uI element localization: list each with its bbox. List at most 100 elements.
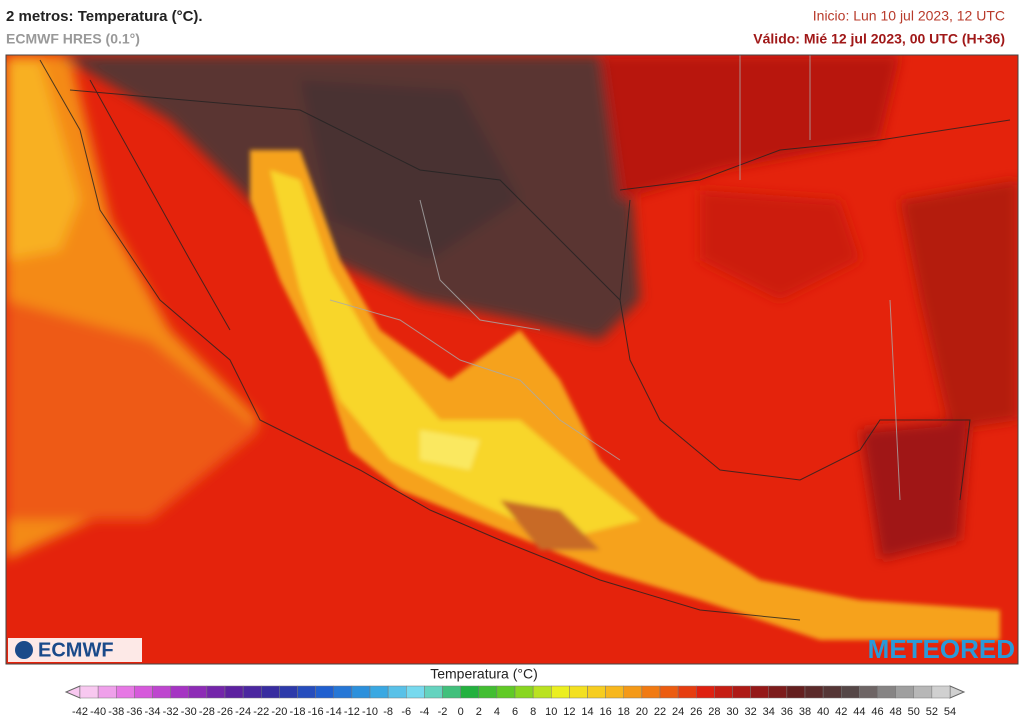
- colorbar-swatch: [315, 685, 334, 699]
- colorbar-swatch: [424, 685, 443, 699]
- colorbar-tick-label: 38: [799, 706, 811, 718]
- colorbar-tick-label: 42: [835, 706, 847, 718]
- colorbar-tick-label: 20: [636, 706, 648, 718]
- map: ECMWF METEORED: [6, 55, 1018, 664]
- colorbar-swatch: [242, 685, 262, 699]
- colorbar-tick-label: 24: [672, 706, 684, 718]
- colorbar-swatch: [659, 685, 679, 699]
- colorbar-tick-label: 6: [512, 706, 518, 718]
- colorbar-tick-label: -26: [217, 706, 233, 718]
- colorbar: -42 -40 -38 -36 -34 -32 -30 -28 -26 -24 -22 -20 -18-…: [64, 685, 966, 718]
- colorbar-swatch: [514, 685, 534, 699]
- colorbar-swatch: [333, 685, 353, 699]
- ecmwf-logo: ECMWF: [38, 639, 114, 661]
- colorbar-low-arrow: [64, 685, 81, 699]
- colorbar-tick-label: -38: [108, 706, 124, 718]
- colorbar-swatch: [841, 685, 860, 699]
- colorbar-tick-label: 4: [494, 706, 500, 718]
- colorbar-swatch: [822, 685, 842, 699]
- colorbar-tick-label: -28: [199, 706, 215, 718]
- colorbar-tick-label: -24: [235, 706, 251, 718]
- colorbar-tick-label: -18: [290, 706, 306, 718]
- meteored-logo: METEORED: [868, 634, 1015, 664]
- colorbar-swatch: [460, 685, 479, 699]
- colorbar-swatch: [913, 685, 933, 699]
- colorbar-tick-label: 12: [563, 706, 575, 718]
- valid-time: Válido: Mié 12 jul 2023, 00 UTC (H+36): [753, 31, 1005, 47]
- colorbar-swatch: [605, 685, 624, 699]
- colorbar-tick-label: -14: [326, 706, 342, 718]
- colorbar-tick-label: 0: [458, 706, 464, 718]
- subtitle: ECMWF HRES (0.1°): [6, 31, 140, 47]
- colorbar-swatch: [369, 685, 389, 699]
- colorbar-swatch: [786, 685, 806, 699]
- colorbar-tick-label: -2: [438, 706, 448, 718]
- colorbar-swatch: [641, 685, 661, 699]
- title: 2 metros: Temperatura (°C).: [6, 8, 203, 25]
- colorbar-tick-label: 48: [890, 706, 902, 718]
- legend-title: Temperatura (°C): [430, 666, 538, 682]
- colorbar-swatch: [279, 685, 298, 699]
- colorbar-tick-label: 16: [600, 706, 612, 718]
- colorbar-swatch: [170, 685, 189, 699]
- colorbar-swatch: [804, 685, 824, 699]
- colorbar-tick-label: -36: [126, 706, 142, 718]
- colorbar-tick-label: 50: [908, 706, 920, 718]
- colorbar-tick-label: -10: [362, 706, 378, 718]
- colorbar-tick-label: -20: [271, 706, 287, 718]
- colorbar-swatch: [551, 685, 570, 699]
- colorbar-swatch: [79, 685, 99, 699]
- colorbar-tick-label: -8: [383, 706, 393, 718]
- colorbar-tick-label: -32: [163, 706, 179, 718]
- colorbar-swatch: [387, 685, 407, 699]
- colorbar-swatch: [224, 685, 244, 699]
- colorbar-high-arrow: [949, 685, 966, 699]
- colorbar-swatch: [261, 685, 280, 699]
- colorbar-tick-label: 28: [708, 706, 720, 718]
- colorbar-tick-label: 34: [763, 706, 775, 718]
- colorbar-swatch: [297, 685, 316, 699]
- colorbar-tick-label: -42: [72, 706, 88, 718]
- colorbar-tick-label: 44: [853, 706, 865, 718]
- colorbar-swatch: [677, 685, 697, 699]
- colorbar-swatch: [587, 685, 606, 699]
- colorbar-tick-label: -40: [90, 706, 106, 718]
- colorbar-tick-label: 40: [817, 706, 829, 718]
- colorbar-swatch: [532, 685, 552, 699]
- colorbar-tick-label: -16: [308, 706, 324, 718]
- colorbar-swatch: [768, 685, 788, 699]
- colorbar-swatch: [623, 685, 643, 699]
- colorbar-tick-label: -12: [344, 706, 360, 718]
- map-frame: [5, 54, 1019, 665]
- colorbar-swatch: [931, 685, 951, 699]
- colorbar-swatch: [351, 685, 371, 699]
- colorbar-tick-label: -22: [253, 706, 269, 718]
- colorbar-tick-label: 30: [726, 706, 738, 718]
- colorbar-swatch: [152, 685, 171, 699]
- colorbar-tick-label: 22: [654, 706, 666, 718]
- colorbar-tick-label: 2: [476, 706, 482, 718]
- colorbar-tick-label: -30: [181, 706, 197, 718]
- colorbar-swatch: [188, 685, 208, 699]
- colorbar-tick-label: -6: [401, 706, 411, 718]
- colorbar-tick-label: 54: [944, 706, 956, 718]
- colorbar-tick-label: 14: [581, 706, 593, 718]
- colorbar-swatch: [496, 685, 516, 699]
- colorbar-tick-label: 18: [618, 706, 630, 718]
- colorbar-swatch: [478, 685, 498, 699]
- colorbar-swatch: [134, 685, 153, 699]
- colorbar-swatch: [877, 685, 896, 699]
- colorbar-swatch: [696, 685, 715, 699]
- colorbar-tick-label: 52: [926, 706, 938, 718]
- colorbar-tick-label: 10: [545, 706, 557, 718]
- colorbar-swatch: [732, 685, 751, 699]
- colorbar-swatch: [714, 685, 733, 699]
- colorbar-swatch: [895, 685, 914, 699]
- colorbar-tick-label: -34: [145, 706, 161, 718]
- colorbar-swatch: [569, 685, 588, 699]
- colorbar-tick-label: 8: [530, 706, 536, 718]
- colorbar-swatch: [97, 685, 117, 699]
- colorbar-swatch: [116, 685, 135, 699]
- colorbar-tick-label: 32: [745, 706, 757, 718]
